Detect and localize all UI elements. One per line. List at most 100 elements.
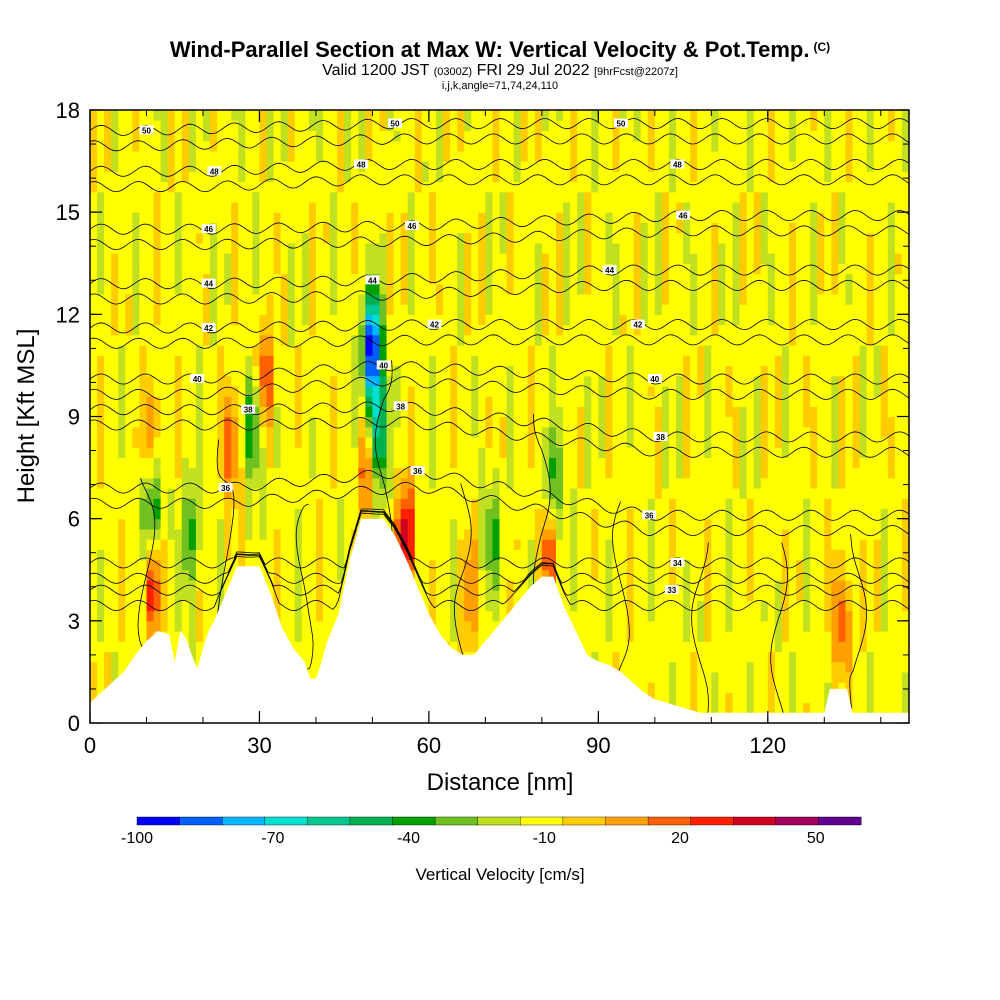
- velocity-cell: [563, 191, 571, 203]
- velocity-cell: [167, 488, 176, 499]
- velocity-cell: [344, 344, 352, 356]
- velocity-cell: [506, 579, 515, 591]
- velocity-cell: [195, 161, 204, 172]
- velocity-cell: [97, 518, 105, 530]
- velocity-cell: [308, 620, 317, 632]
- velocity-cell: [612, 212, 621, 223]
- velocity-cell: [506, 181, 515, 193]
- velocity-cell: [266, 406, 275, 418]
- velocity-cell: [548, 488, 557, 499]
- velocity-cell: [125, 171, 133, 183]
- velocity-cell: [527, 457, 536, 469]
- velocity-cell: [188, 436, 197, 448]
- velocity-cell: [506, 150, 515, 162]
- velocity-cell: [640, 140, 649, 152]
- velocity-cell: [414, 110, 423, 121]
- velocity-cell: [344, 273, 352, 285]
- velocity-cell: [273, 559, 282, 571]
- velocity-cell: [132, 324, 141, 336]
- velocity-cell: [160, 477, 169, 489]
- velocity-cell: [125, 579, 133, 591]
- velocity-cell: [224, 436, 232, 448]
- velocity-cell: [90, 375, 98, 387]
- velocity-cell: [513, 436, 522, 448]
- velocity-cell: [563, 222, 571, 234]
- velocity-cell: [527, 222, 536, 234]
- velocity-cell: [591, 467, 599, 479]
- velocity-cell: [280, 467, 289, 479]
- velocity-cell: [365, 212, 374, 223]
- velocity-cell: [400, 385, 409, 397]
- velocity-cell: [534, 181, 543, 193]
- velocity-cell: [259, 426, 268, 438]
- velocity-cell: [167, 344, 176, 356]
- velocity-cell: [520, 467, 529, 479]
- velocity-cell: [626, 171, 635, 183]
- velocity-cell: [217, 549, 225, 561]
- velocity-cell: [245, 181, 253, 193]
- velocity-cell: [450, 344, 458, 356]
- velocity-cell: [555, 232, 564, 244]
- velocity-cell: [308, 539, 317, 550]
- velocity-cell: [181, 212, 190, 223]
- velocity-cell: [485, 396, 494, 407]
- velocity-cell: [280, 334, 289, 346]
- velocity-cell: [330, 273, 338, 285]
- velocity-cell: [167, 304, 176, 315]
- velocity-cell: [626, 324, 635, 336]
- velocity-cell: [167, 140, 176, 152]
- velocity-cell: [654, 242, 663, 254]
- velocity-cell: [330, 396, 338, 407]
- velocity-cell: [188, 385, 197, 397]
- velocity-cell: [245, 120, 253, 132]
- velocity-cell: [104, 406, 112, 418]
- velocity-cell: [90, 498, 98, 510]
- velocity-cell: [591, 631, 599, 642]
- velocity-cell: [139, 171, 148, 183]
- velocity-cell: [541, 334, 550, 346]
- velocity-cell: [633, 549, 642, 561]
- velocity-cell: [330, 610, 338, 622]
- velocity-cell: [548, 130, 557, 142]
- velocity-cell: [358, 508, 366, 520]
- velocity-cell: [181, 426, 190, 438]
- velocity-cell: [428, 201, 437, 213]
- velocity-cell: [386, 498, 395, 510]
- velocity-cell: [407, 559, 416, 571]
- velocity-cell: [513, 355, 522, 367]
- velocity-cell: [188, 171, 197, 183]
- velocity-cell: [393, 150, 402, 162]
- velocity-cell: [379, 283, 388, 295]
- velocity-cell: [668, 457, 677, 469]
- velocity-cell: [421, 549, 430, 561]
- velocity-cell: [393, 334, 402, 346]
- velocity-cell: [520, 488, 529, 499]
- velocity-cell: [245, 314, 253, 326]
- velocity-cell: [464, 150, 472, 162]
- velocity-cell: [351, 283, 359, 295]
- velocity-cell: [280, 130, 289, 142]
- velocity-cell: [450, 355, 458, 367]
- velocity-cell: [280, 569, 289, 581]
- velocity-cell: [421, 488, 430, 499]
- velocity-cell: [301, 375, 310, 387]
- velocity-cell: [647, 181, 656, 193]
- velocity-cell: [118, 273, 126, 285]
- velocity-cell: [527, 273, 536, 285]
- velocity-cell: [471, 528, 479, 540]
- velocity-cell: [457, 344, 465, 356]
- velocity-cell: [520, 293, 529, 305]
- velocity-cell: [421, 385, 430, 397]
- velocity-cell: [654, 651, 663, 663]
- velocity-cell: [259, 477, 268, 489]
- velocity-cell: [97, 191, 105, 203]
- velocity-cell: [492, 385, 501, 397]
- velocity-cell: [330, 447, 338, 458]
- velocity-cell: [273, 590, 282, 601]
- velocity-cell: [563, 314, 571, 326]
- velocity-cell: [619, 201, 628, 213]
- velocity-cell: [605, 467, 614, 479]
- velocity-cell: [118, 508, 126, 520]
- velocity-cell: [217, 232, 225, 244]
- velocity-cell: [633, 488, 642, 499]
